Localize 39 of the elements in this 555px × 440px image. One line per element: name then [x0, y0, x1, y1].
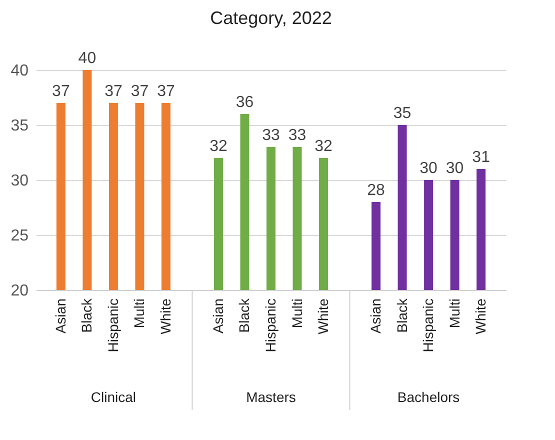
x-tick-label: Multi: [446, 298, 462, 328]
data-label: 37: [130, 83, 149, 100]
y-tick-label: 30: [10, 172, 29, 190]
y-tick-label: 35: [10, 118, 29, 134]
x-tick-label: White: [315, 298, 332, 334]
data-label: 30: [446, 160, 464, 177]
data-label: 37: [104, 83, 122, 100]
series-label: Bachelors: [397, 389, 460, 405]
data-label: 35: [393, 105, 412, 122]
data-label: 32: [314, 138, 333, 155]
data-label: 33: [262, 127, 280, 144]
data-label: 28: [367, 182, 386, 199]
data-label: 32: [210, 138, 228, 155]
data-label: 31: [472, 149, 490, 166]
x-tick-label: Asian: [210, 298, 226, 334]
data-label: 37: [157, 83, 175, 100]
x-tick-label: Hispanic: [262, 298, 278, 352]
data-label: 30: [420, 160, 438, 177]
y-tick-label: 25: [10, 228, 29, 244]
data-label: 36: [236, 94, 254, 111]
x-tick-label: Hispanic: [420, 298, 436, 352]
x-tick-label: Black: [394, 298, 410, 333]
series-label: Masters: [246, 389, 296, 405]
data-label: 37: [52, 83, 70, 100]
y-tick-label: 20: [10, 282, 29, 300]
x-tick-label: Asian: [368, 298, 384, 334]
x-tick-label: Multi: [131, 298, 148, 328]
x-tick-label: White: [472, 298, 489, 334]
data-label: 40: [78, 50, 96, 67]
x-tick-label: Black: [236, 298, 252, 333]
series-label: Clinical: [90, 389, 136, 405]
x-tick-label: Black: [78, 298, 95, 333]
chart-title: Category, 2022: [210, 8, 332, 28]
data-label: 33: [288, 127, 306, 144]
x-tick-label: White: [157, 298, 174, 334]
x-tick-label: Multi: [288, 298, 305, 328]
y-tick-label: 40: [10, 62, 29, 80]
x-tick-label: Asian: [52, 298, 68, 334]
x-tick-label: Hispanic: [104, 298, 121, 352]
